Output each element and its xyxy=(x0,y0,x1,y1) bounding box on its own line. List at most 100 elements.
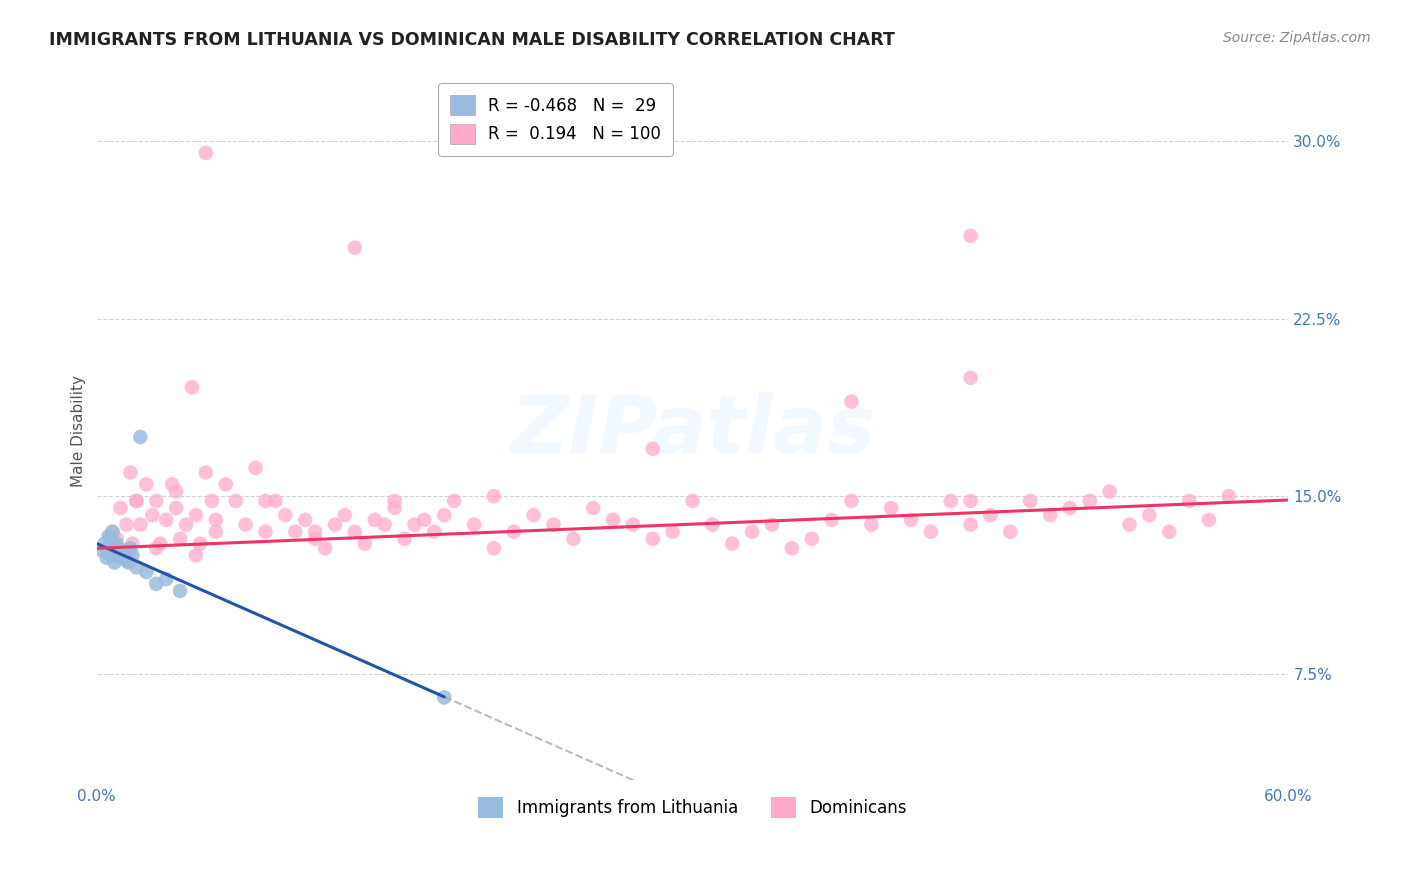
Point xyxy=(841,394,863,409)
Point xyxy=(1098,484,1121,499)
Point xyxy=(900,513,922,527)
Point xyxy=(979,508,1001,523)
Point xyxy=(135,477,157,491)
Point xyxy=(135,565,157,579)
Point xyxy=(920,524,942,539)
Point xyxy=(562,532,585,546)
Point xyxy=(111,550,134,565)
Point xyxy=(294,513,316,527)
Text: IMMIGRANTS FROM LITHUANIA VS DOMINICAN MALE DISABILITY CORRELATION CHART: IMMIGRANTS FROM LITHUANIA VS DOMINICAN M… xyxy=(49,31,896,49)
Point xyxy=(105,536,128,550)
Point xyxy=(114,543,136,558)
Point xyxy=(1159,524,1181,539)
Point xyxy=(394,532,416,546)
Point xyxy=(155,513,177,527)
Point xyxy=(169,583,191,598)
Point xyxy=(264,494,287,508)
Point xyxy=(641,442,664,456)
Point xyxy=(165,501,187,516)
Point xyxy=(523,508,546,523)
Point xyxy=(364,513,387,527)
Point xyxy=(413,513,436,527)
Point xyxy=(384,501,406,516)
Point xyxy=(433,508,456,523)
Point xyxy=(194,466,217,480)
Point xyxy=(463,517,485,532)
Point xyxy=(353,536,375,550)
Point xyxy=(741,524,763,539)
Y-axis label: Male Disability: Male Disability xyxy=(72,376,86,487)
Text: ZIPatlas: ZIPatlas xyxy=(510,392,875,470)
Point xyxy=(93,536,115,550)
Point xyxy=(482,541,505,556)
Point xyxy=(145,576,167,591)
Point xyxy=(215,477,238,491)
Point xyxy=(101,536,124,550)
Point xyxy=(1137,508,1160,523)
Point xyxy=(602,513,624,527)
Point xyxy=(97,529,120,543)
Point xyxy=(880,501,903,516)
Point xyxy=(96,541,118,556)
Point xyxy=(433,690,456,705)
Point xyxy=(110,501,132,516)
Point xyxy=(125,494,148,508)
Point xyxy=(939,494,962,508)
Point xyxy=(254,524,277,539)
Point xyxy=(115,553,138,567)
Point xyxy=(661,524,683,539)
Point xyxy=(117,556,139,570)
Point xyxy=(820,513,842,527)
Point xyxy=(959,494,981,508)
Point xyxy=(1118,517,1140,532)
Point xyxy=(621,517,644,532)
Point xyxy=(860,517,883,532)
Point xyxy=(201,494,224,508)
Point xyxy=(333,508,356,523)
Point xyxy=(702,517,724,532)
Point xyxy=(120,466,142,480)
Point xyxy=(254,494,277,508)
Point xyxy=(235,517,257,532)
Point xyxy=(443,494,465,508)
Point xyxy=(129,517,152,532)
Point xyxy=(149,536,172,550)
Point xyxy=(184,508,207,523)
Point xyxy=(384,494,406,508)
Point xyxy=(110,546,132,560)
Point xyxy=(1039,508,1062,523)
Point xyxy=(169,532,191,546)
Point xyxy=(103,556,125,570)
Point xyxy=(145,541,167,556)
Point xyxy=(181,380,204,394)
Text: Source: ZipAtlas.com: Source: ZipAtlas.com xyxy=(1223,31,1371,45)
Point xyxy=(97,546,120,560)
Point xyxy=(721,536,744,550)
Point xyxy=(761,517,783,532)
Point xyxy=(304,524,326,539)
Point xyxy=(1198,513,1220,527)
Point xyxy=(800,532,823,546)
Legend: Immigrants from Lithuania, Dominicans: Immigrants from Lithuania, Dominicans xyxy=(471,790,914,824)
Point xyxy=(188,536,211,550)
Point xyxy=(245,460,267,475)
Point xyxy=(482,489,505,503)
Point xyxy=(194,145,217,160)
Point xyxy=(959,371,981,385)
Point xyxy=(304,532,326,546)
Point xyxy=(96,550,118,565)
Point xyxy=(959,228,981,243)
Point xyxy=(145,494,167,508)
Point xyxy=(160,477,183,491)
Point xyxy=(184,549,207,563)
Point xyxy=(682,494,704,508)
Point xyxy=(115,517,138,532)
Point xyxy=(284,524,307,539)
Point xyxy=(1218,489,1240,503)
Point xyxy=(155,572,177,586)
Point xyxy=(105,541,128,556)
Point xyxy=(101,524,124,539)
Point xyxy=(423,524,446,539)
Point xyxy=(100,532,122,546)
Point xyxy=(374,517,396,532)
